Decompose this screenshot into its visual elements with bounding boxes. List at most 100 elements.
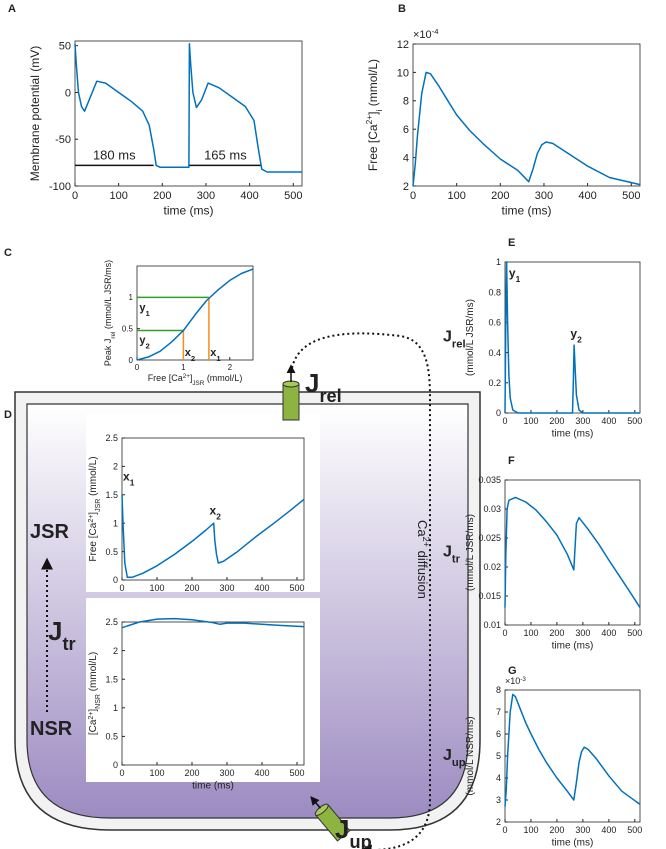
x-tick-label: 0 — [119, 583, 124, 593]
plot-area — [504, 689, 641, 823]
rel-channel — [282, 364, 300, 421]
text-part: 2 — [145, 341, 149, 350]
text-part: 2+ — [88, 515, 95, 523]
plot-area — [136, 265, 254, 361]
x-tick-label: 500 — [289, 768, 304, 778]
diffusion-label: Ca2+ diffusion — [415, 520, 431, 599]
x-tick-label: 2 — [228, 363, 233, 372]
axis-exponent: ×10-3 — [505, 676, 526, 687]
y-tick-label: 6 — [403, 124, 409, 136]
text-part: 2+ — [88, 712, 95, 720]
x-tick-label: 300 — [575, 825, 590, 835]
annotation: y2 — [139, 335, 149, 351]
x-tick-label: 400 — [601, 825, 616, 835]
y-tick-label: 12 — [397, 39, 409, 51]
text-part: -4 — [432, 27, 440, 36]
y-axis-label: [Ca2+]NSR (mmol/L) — [88, 652, 102, 735]
text-part: tr — [62, 634, 75, 654]
y-tick-label: 3 — [496, 795, 501, 805]
x-tick-label: 0 — [502, 628, 507, 638]
y-axis-label: Peak Jrel (mmol/L JSR/ms) — [103, 260, 117, 366]
text-part: 2 — [216, 512, 221, 522]
y-tick-label: 0.4 — [488, 348, 501, 358]
x-tick-label: 500 — [284, 190, 302, 202]
text-part: 1 — [216, 354, 221, 363]
y-tick-label: 5 — [496, 751, 501, 761]
x-tick-label: 100 — [523, 825, 538, 835]
x-axis-label: time (ms) — [552, 640, 594, 651]
line-series — [504, 693, 641, 807]
jtr-label: Jtr — [48, 616, 76, 654]
y-tick-label: 2.5 — [105, 433, 118, 443]
text-part: x — [123, 470, 130, 484]
nsr-label: NSR — [30, 718, 73, 740]
y-axis-label: (mmol/L JSR/ms) — [465, 514, 476, 591]
text-part: Free [Ca — [88, 522, 99, 561]
jrel-label: Jrel — [305, 368, 342, 406]
text-part: ] — [366, 111, 380, 114]
x-tick-label: 300 — [219, 583, 234, 593]
chart: 0 100 200 300 400 500 0 0.5 1 1.5 2 2.5 time (ms) [Ca… — [88, 617, 305, 791]
y-axis-symbol: Jrel — [443, 329, 466, 351]
channel-body — [282, 383, 300, 421]
diffusion-arrow — [291, 332, 431, 849]
text-part: J — [335, 814, 349, 844]
panel-label: F — [508, 455, 515, 467]
panel-label: C — [4, 247, 12, 259]
y-tick-label: 2 — [113, 462, 118, 472]
x-axis-label: time (ms) — [552, 837, 594, 848]
text-part: up — [452, 757, 466, 769]
text-part: 2+ — [364, 115, 374, 125]
text-part: (mmol/L JSR/ms) — [103, 260, 113, 332]
text-part: 1 — [516, 274, 521, 284]
x-axis-label: time (ms) — [552, 428, 594, 439]
text-part: -3 — [520, 676, 526, 683]
x-tick-label: 500 — [622, 190, 640, 202]
y-tick-label: 0 — [496, 408, 501, 418]
line-series — [121, 494, 305, 578]
text-part: ] — [190, 373, 193, 383]
y-axis-symbol: Jtr — [443, 544, 461, 566]
y-tick-label: 1.5 — [105, 674, 118, 684]
text-part: 1 — [130, 478, 135, 488]
y-axis-label: Free [Ca2+]i (mmol/L) — [364, 59, 384, 171]
text-part: rel — [319, 386, 341, 406]
x-tick-label: 100 — [149, 768, 164, 778]
panel-label: E — [508, 237, 515, 249]
text-part: y — [570, 327, 577, 341]
text-part: ] — [88, 709, 99, 712]
text-part: Peak J — [103, 339, 113, 367]
y-tick-label: -100 — [49, 181, 71, 193]
y-tick-label: 8 — [496, 685, 501, 695]
x-tick-label: 400 — [254, 768, 269, 778]
x-tick-label: 400 — [601, 628, 616, 638]
x-axis-label: Free [Ca2+]JSR (mmol/L) — [148, 372, 243, 386]
x-axis-label: time (ms) — [192, 780, 234, 791]
y-tick-label: 7 — [496, 707, 501, 717]
y-tick-label: 0.035 — [478, 475, 501, 485]
y-tick-label: 2 — [113, 646, 118, 656]
diagram: D JSR NSR Jtr Jrel Jup Ca2+ diffusion — [4, 332, 481, 849]
text-part: Ca — [415, 520, 430, 537]
line-series — [504, 261, 640, 414]
x-tick-label: 300 — [197, 190, 215, 202]
x-tick-label: 0 — [410, 190, 416, 202]
x-tick-label: 400 — [240, 190, 258, 202]
y-tick-label: 0 — [129, 356, 134, 365]
x-tick-label: 0 — [502, 416, 507, 426]
x-tick-label: 200 — [549, 825, 564, 835]
y-tick-label: 0.2 — [488, 378, 501, 388]
y-tick-label: 10 — [397, 67, 409, 79]
text-part: (mmol/L) — [88, 652, 99, 694]
x-tick-label: 300 — [219, 768, 234, 778]
text-part: y — [139, 335, 146, 347]
interval-label: 165 ms — [204, 147, 247, 162]
y-axis-symbol: Jup — [443, 747, 466, 769]
x-tick-label: 500 — [627, 628, 642, 638]
y-tick-label: 0 — [113, 760, 118, 770]
line-series — [412, 71, 641, 187]
text-part: 2+ — [421, 537, 431, 547]
